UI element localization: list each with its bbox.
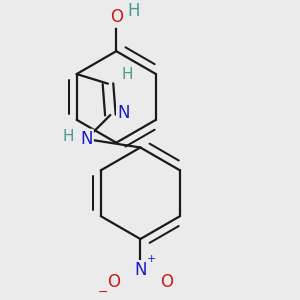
Text: O: O [160,273,173,291]
Text: H: H [127,2,140,20]
Text: O: O [107,273,120,291]
Text: N: N [80,130,92,148]
Text: O: O [110,8,123,26]
Text: H: H [62,129,74,144]
Text: −: − [98,286,108,298]
Text: N: N [117,103,130,122]
Text: N: N [134,261,147,279]
Text: H: H [122,67,133,82]
Text: +: + [146,254,156,265]
